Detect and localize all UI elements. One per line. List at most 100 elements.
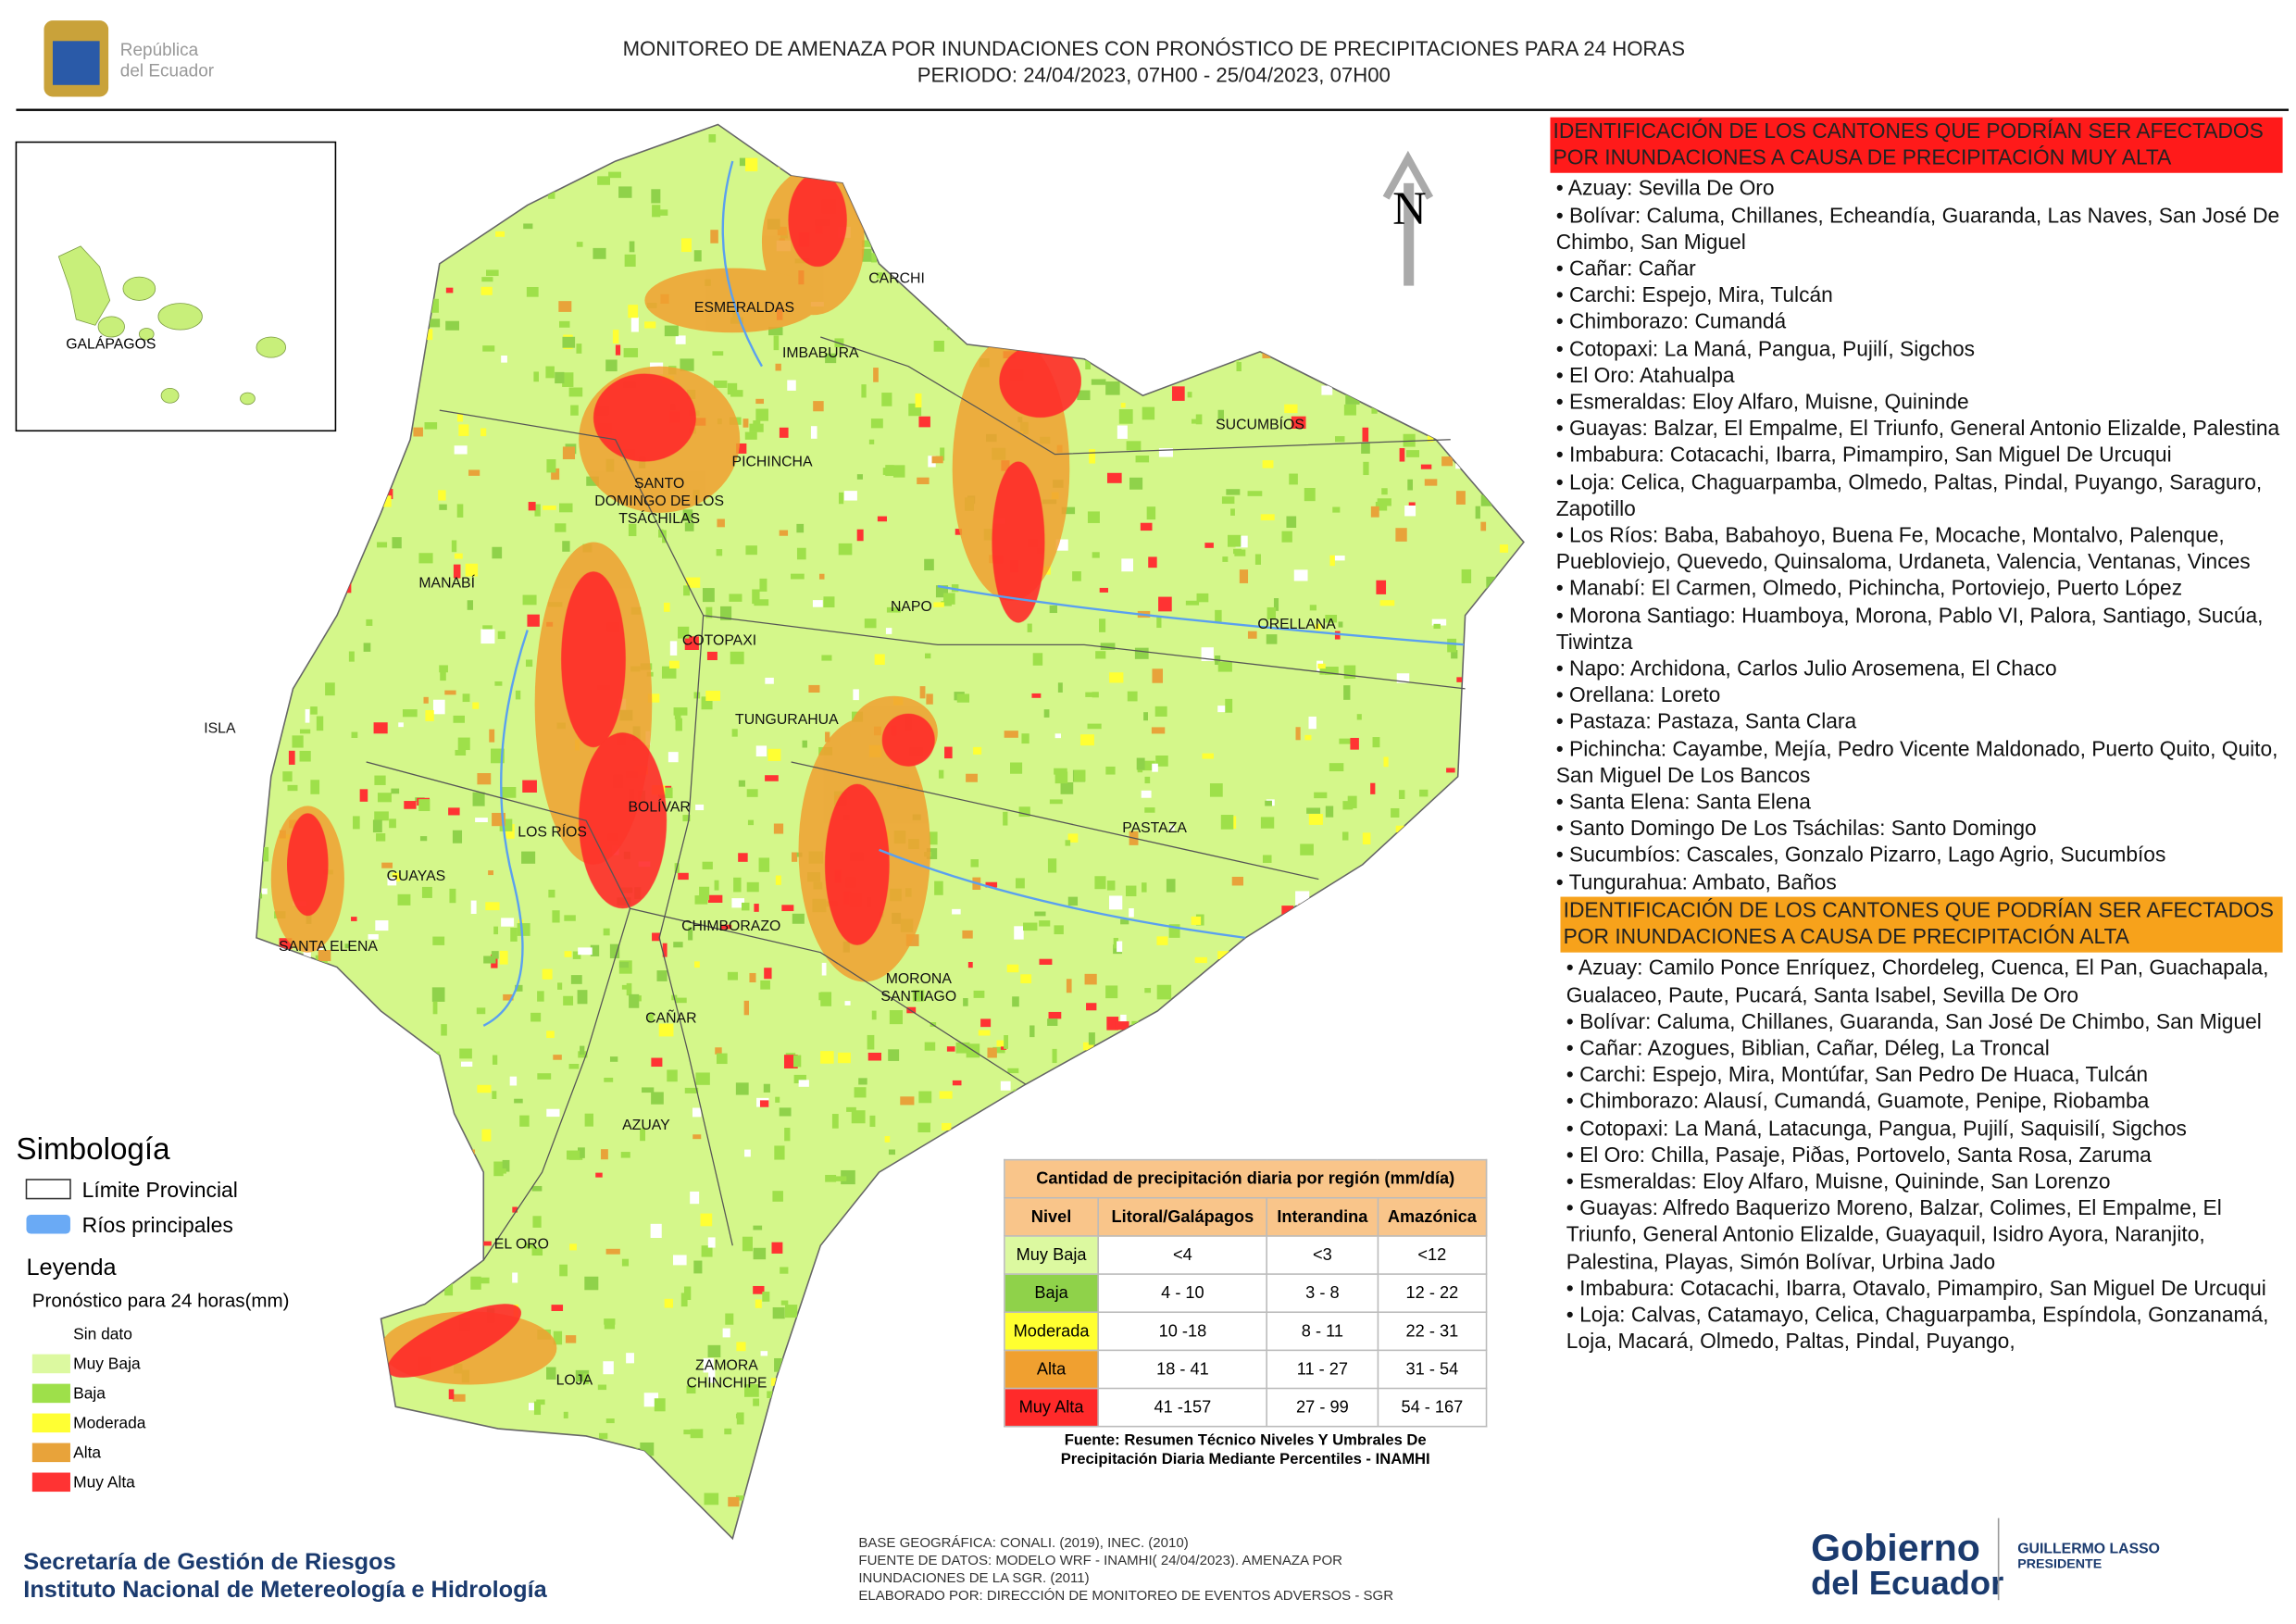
speckle [830, 1325, 836, 1336]
speckle [348, 651, 355, 662]
speckle [736, 443, 747, 454]
speckle [962, 930, 973, 939]
speckle [1366, 249, 1379, 256]
speckle [558, 503, 573, 513]
table-row: Moderada 10 -18 8 - 11 22 - 31 [1004, 1311, 1488, 1352]
speckle [1206, 192, 1212, 200]
galapagos-islands [57, 245, 287, 406]
speckle [688, 927, 693, 941]
speckle [1084, 973, 1097, 985]
speckle [968, 1503, 980, 1514]
speckle [597, 1493, 606, 1505]
speckle [396, 444, 406, 453]
speckle [1376, 580, 1387, 594]
speckle [1105, 381, 1120, 395]
speckle [1524, 1342, 1537, 1353]
speckle [282, 771, 293, 782]
speckle [1502, 401, 1511, 411]
speckle [1208, 975, 1221, 987]
speckle [1056, 1116, 1069, 1122]
speckle [905, 1167, 920, 1181]
speckle [1156, 984, 1172, 1000]
speckle [368, 933, 379, 940]
canton-item: • Cañar: Azogues, Biblian, Cañar, Déleg,… [1566, 1037, 2050, 1061]
note: INUNDACIONES DE LA SGR. (2011) [858, 1570, 1089, 1586]
speckle [441, 1024, 447, 1036]
speckle [1204, 146, 1212, 158]
threshold-cell: 41 -157 [1097, 1387, 1268, 1428]
speckle [1080, 1079, 1092, 1092]
speckle [454, 1516, 464, 1522]
threshold-cell: 10 -18 [1097, 1311, 1268, 1352]
speckle [367, 286, 377, 296]
speckle [566, 1150, 580, 1160]
speckle [1295, 727, 1301, 741]
speckle [1095, 273, 1102, 287]
province-label: MORONA [886, 971, 953, 987]
speckle [306, 1056, 319, 1066]
speckle [1144, 988, 1152, 993]
speckle [419, 836, 428, 842]
speckle [1535, 1090, 1542, 1103]
speckle [870, 418, 883, 429]
speckle [1490, 154, 1501, 162]
speckle [1395, 825, 1409, 833]
legend-subtitle: Pronóstico para 24 horas(mm) [32, 1291, 290, 1312]
speckle [889, 1010, 903, 1025]
speckle [467, 600, 473, 610]
speckle [662, 943, 668, 957]
speckle [1498, 920, 1510, 929]
column-header: Interandina [1266, 1196, 1379, 1237]
speckle [298, 1354, 306, 1363]
speckle [1315, 623, 1321, 631]
speckle [843, 491, 857, 501]
speckle [1477, 190, 1489, 196]
agency-name: Instituto Nacional de Metereología e Hid… [23, 1577, 547, 1603]
province-label: ZAMORA [695, 1358, 758, 1374]
speckle [285, 1312, 292, 1319]
speckle [1279, 921, 1292, 932]
legend-swatch [31, 1472, 70, 1493]
speckle [772, 1191, 783, 1202]
speckle [1515, 1290, 1524, 1299]
speckle [730, 651, 744, 665]
speckle [483, 956, 496, 964]
speckle [1331, 890, 1347, 906]
speckle [462, 693, 470, 703]
speckle [839, 1343, 851, 1355]
speckle [423, 283, 432, 289]
speckle [1295, 891, 1310, 906]
speckle [339, 1292, 345, 1305]
speckle [1329, 763, 1344, 772]
speckle [931, 456, 943, 464]
speckle [277, 1037, 288, 1048]
speckle [1200, 1474, 1214, 1481]
speckle [919, 686, 926, 699]
speckle [426, 212, 434, 221]
speckle [470, 1276, 481, 1290]
speckle [967, 1213, 982, 1223]
speckle [1126, 1516, 1139, 1522]
speckle [1300, 843, 1314, 856]
speckle [745, 157, 758, 172]
speckle [562, 446, 576, 460]
canton-item: • Esmeraldas: Eloy Alfaro, Muisne, Quini… [1555, 391, 1969, 415]
province-label: COTOPAXI [682, 632, 756, 648]
speckle [1500, 244, 1505, 254]
speckle [525, 659, 533, 668]
speckle [1047, 858, 1057, 873]
speckle [387, 144, 393, 151]
province-label: ESMERALDAS [694, 300, 794, 316]
speckle [1158, 596, 1172, 612]
speckle [1431, 126, 1446, 133]
speckle [1341, 831, 1349, 841]
speckle [451, 540, 457, 553]
speckle [926, 693, 933, 705]
speckle [562, 372, 574, 387]
speckle [912, 990, 925, 1002]
speckle [1491, 999, 1504, 1006]
speckle [1171, 235, 1180, 250]
speckle [299, 750, 311, 762]
speckle [661, 666, 677, 679]
speckle [588, 1530, 597, 1537]
